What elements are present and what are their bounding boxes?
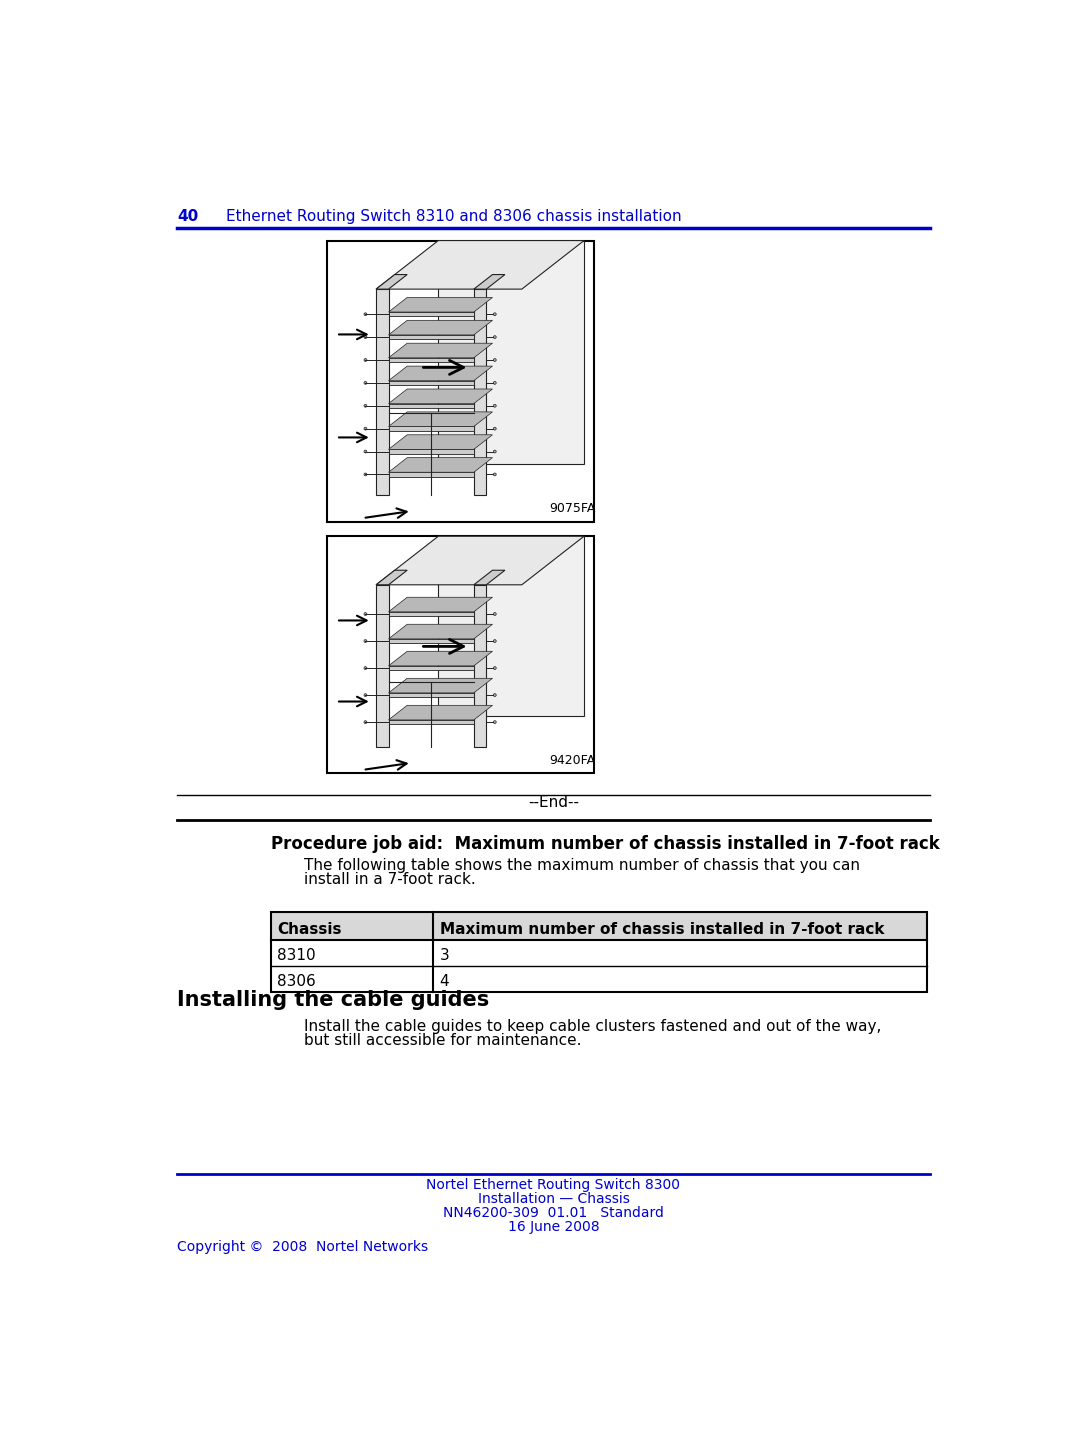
Circle shape [494,336,496,338]
Polygon shape [389,435,492,449]
Circle shape [364,639,367,642]
Circle shape [494,639,496,642]
Text: NN46200-309  01.01   Standard: NN46200-309 01.01 Standard [443,1205,664,1220]
Polygon shape [376,240,584,289]
Circle shape [364,312,367,315]
Text: 16 June 2008: 16 June 2008 [508,1220,599,1234]
Circle shape [364,694,367,697]
Bar [271,912,927,940]
Circle shape [364,382,367,384]
Text: Maximum number of chassis installed in 7-foot rack: Maximum number of chassis installed in 7… [440,922,885,936]
Circle shape [494,612,496,615]
Polygon shape [389,298,492,312]
Polygon shape [438,240,584,464]
Circle shape [494,694,496,697]
Polygon shape [389,472,474,477]
Polygon shape [389,320,492,336]
Bar [271,912,927,992]
Polygon shape [389,625,492,639]
Polygon shape [389,651,492,665]
Circle shape [364,451,367,454]
Circle shape [494,472,496,475]
Polygon shape [474,275,505,289]
Polygon shape [389,380,474,384]
Text: Installing the cable guides: Installing the cable guides [177,989,489,1009]
Text: Nortel Ethernet Routing Switch 8300: Nortel Ethernet Routing Switch 8300 [427,1178,680,1192]
Circle shape [364,612,367,615]
Circle shape [494,428,496,431]
Circle shape [364,359,367,361]
Polygon shape [376,570,407,585]
Text: but still accessible for maintenance.: but still accessible for maintenance. [303,1034,581,1048]
Polygon shape [438,536,584,716]
Polygon shape [389,449,474,454]
Circle shape [494,405,496,408]
Polygon shape [389,720,474,724]
Text: 4: 4 [440,973,449,989]
Polygon shape [389,612,474,616]
Polygon shape [389,598,492,612]
Polygon shape [389,426,474,431]
Text: 9420FA: 9420FA [549,755,595,768]
Circle shape [364,667,367,670]
Polygon shape [389,312,474,317]
Polygon shape [474,289,486,495]
Bar [327,536,594,773]
Polygon shape [389,706,492,720]
Circle shape [494,359,496,361]
Circle shape [494,451,496,454]
Circle shape [364,405,367,408]
Polygon shape [389,357,474,363]
Text: Installation — Chassis: Installation — Chassis [477,1192,630,1207]
Text: 8306: 8306 [276,973,315,989]
Text: 40: 40 [177,209,198,223]
Circle shape [364,336,367,338]
Polygon shape [474,570,505,585]
Text: Chassis: Chassis [276,922,341,936]
Circle shape [364,472,367,475]
Polygon shape [474,585,486,747]
Polygon shape [389,665,474,670]
Polygon shape [376,585,389,747]
Text: install in a 7-foot rack.: install in a 7-foot rack. [303,873,475,887]
Circle shape [494,720,496,723]
Polygon shape [389,389,492,403]
Circle shape [494,667,496,670]
Text: 3: 3 [440,948,449,963]
Polygon shape [389,458,492,472]
Polygon shape [389,412,492,426]
Text: Copyright ©  2008  Nortel Networks: Copyright © 2008 Nortel Networks [177,1240,428,1254]
Polygon shape [389,366,492,380]
Text: 8310: 8310 [276,948,315,963]
Polygon shape [376,275,407,289]
Text: --End--: --End-- [528,795,579,811]
Polygon shape [389,693,474,697]
Polygon shape [389,639,474,644]
Polygon shape [389,403,474,408]
Circle shape [364,428,367,431]
Circle shape [364,720,367,723]
Polygon shape [376,289,389,495]
Text: The following table shows the maximum number of chassis that you can: The following table shows the maximum nu… [303,858,860,874]
Polygon shape [376,536,584,585]
Bar [327,240,594,521]
Circle shape [494,382,496,384]
Text: Install the cable guides to keep cable clusters fastened and out of the way,: Install the cable guides to keep cable c… [303,1020,881,1034]
Circle shape [494,312,496,315]
Polygon shape [389,678,492,693]
Text: 9075FA: 9075FA [549,503,595,516]
Polygon shape [389,343,492,357]
Text: Procedure job aid:  Maximum number of chassis installed in 7-foot rack: Procedure job aid: Maximum number of cha… [271,835,940,852]
Polygon shape [389,336,474,340]
Text: Ethernet Routing Switch 8310 and 8306 chassis installation: Ethernet Routing Switch 8310 and 8306 ch… [227,209,683,223]
